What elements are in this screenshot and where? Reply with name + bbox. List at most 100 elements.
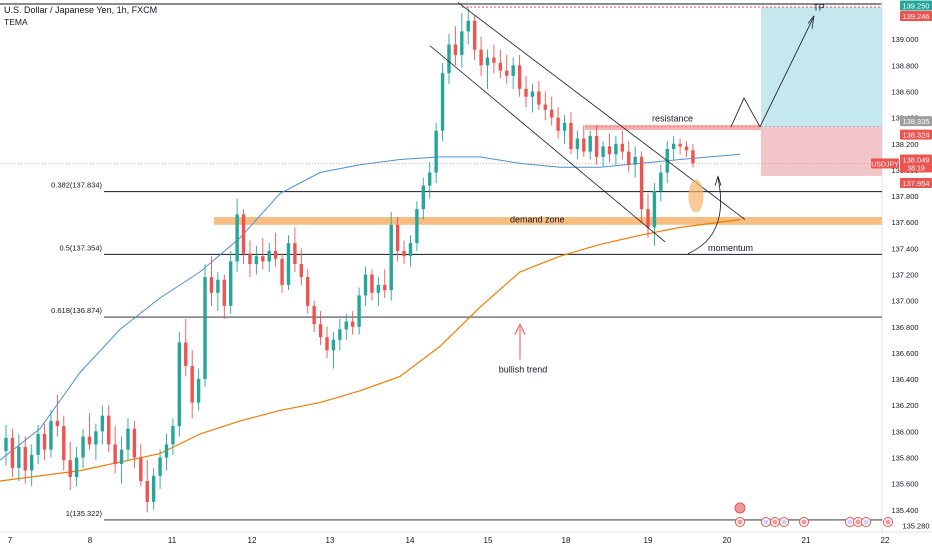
candle-body	[395, 224, 400, 251]
candle	[402, 240, 406, 265]
event-marker[interactable]	[883, 517, 893, 527]
event-marker[interactable]	[770, 517, 780, 527]
candle	[209, 256, 214, 306]
price-tag-r2: 138.324	[900, 129, 932, 140]
fib-label: 1(135.322)	[66, 509, 103, 518]
indicator-name: TEMA	[4, 17, 28, 27]
event-marker[interactable]	[735, 517, 745, 527]
candle	[49, 410, 53, 458]
symbol-tag-text: USDJPY	[871, 162, 899, 169]
candle	[248, 240, 252, 278]
candle-body	[74, 457, 79, 478]
time-tick-label[interactable]: 18	[562, 536, 571, 545]
candle-body	[196, 379, 201, 403]
candle-body	[299, 264, 304, 278]
candle-body	[293, 243, 297, 265]
price-tick-label[interactable]: 137.200	[891, 270, 918, 279]
candle-body	[261, 256, 265, 262]
price-tick-label[interactable]: 138.600	[891, 87, 918, 96]
candle	[107, 405, 111, 453]
candle-body	[248, 253, 252, 265]
price-tick-label[interactable]: 139.000	[891, 35, 918, 44]
price-tick-label[interactable]: 136.000	[891, 427, 918, 436]
candle-body	[383, 284, 387, 291]
time-tick-label[interactable]: 21	[802, 536, 811, 545]
candle-body	[524, 88, 528, 97]
price-tick-label[interactable]: 136.800	[891, 323, 918, 332]
candle-body	[254, 256, 259, 265]
candle-body	[94, 431, 98, 445]
time-tick-label[interactable]: 8	[88, 536, 93, 545]
candle	[62, 415, 66, 471]
candle-body	[620, 143, 625, 152]
price-tick-label[interactable]: 135.400	[891, 506, 918, 515]
candle	[588, 130, 592, 160]
price-tick-label[interactable]: 137.600	[891, 218, 918, 227]
candle-body	[415, 209, 419, 244]
candle-body	[543, 104, 547, 110]
price-tick-label[interactable]: 138.800	[891, 61, 918, 70]
price-tag-text: 138.049	[902, 156, 929, 165]
candle	[408, 235, 413, 267]
time-tick-label[interactable]: 12	[248, 536, 257, 545]
time-tick-label[interactable]: 13	[326, 536, 335, 545]
candle-body	[241, 214, 246, 254]
event-markers[interactable]	[734, 502, 893, 527]
price-tick-label[interactable]: 137.000	[891, 297, 918, 306]
candle	[113, 426, 117, 474]
time-axis[interactable]: 7 8 11 12 13 14 15 18 19 20 21 22	[8, 536, 890, 545]
candle-body	[530, 91, 535, 97]
candle-body	[350, 321, 355, 327]
candle	[222, 274, 226, 319]
price-tick-label[interactable]: 136.600	[891, 349, 918, 358]
event-marker[interactable]	[734, 502, 746, 514]
candle	[139, 444, 143, 487]
price-tick-label[interactable]: 135.600	[891, 480, 918, 489]
candle	[4, 424, 8, 466]
event-marker[interactable]	[779, 517, 789, 527]
event-marker[interactable]	[799, 517, 809, 527]
price-tick-label[interactable]: 138.200	[891, 140, 918, 149]
candle-body	[42, 433, 47, 450]
price-tag-bg	[900, 116, 932, 127]
event-marker[interactable]	[761, 517, 771, 527]
time-tick-label[interactable]: 20	[723, 536, 732, 545]
price-tick-label[interactable]: 136.400	[891, 375, 918, 384]
candle-body	[691, 150, 695, 164]
time-tick-label[interactable]: 14	[406, 536, 415, 545]
candle	[10, 428, 15, 478]
candle	[428, 162, 432, 199]
candle	[293, 227, 297, 272]
candle	[472, 15, 477, 61]
candle	[691, 143, 695, 168]
candle	[678, 138, 682, 155]
candle-body	[485, 57, 490, 66]
price-tick-label[interactable]: 137.400	[891, 244, 918, 253]
time-tick-label[interactable]: 15	[484, 536, 493, 545]
price-tick-label[interactable]: 135.800	[891, 453, 918, 462]
event-marker[interactable]	[853, 517, 863, 527]
candle	[312, 300, 316, 333]
time-tick-label[interactable]: 22	[881, 536, 890, 545]
time-tick-label[interactable]: 11	[168, 536, 177, 545]
event-marker[interactable]	[845, 517, 855, 527]
candle-body	[273, 250, 278, 259]
price-axis[interactable]: 139.000138.800138.600138.400138.200138.0…	[871, 0, 932, 531]
candle	[344, 313, 348, 340]
candle-body	[222, 279, 226, 306]
time-tick-label[interactable]: 7	[8, 536, 13, 545]
candle	[299, 248, 304, 285]
event-marker[interactable]	[861, 517, 871, 527]
candle	[306, 269, 310, 314]
time-tick-label[interactable]: 19	[644, 536, 653, 545]
price-tag-bg	[900, 154, 932, 173]
candle	[582, 125, 586, 157]
price-tick-label[interactable]: 137.800	[891, 192, 918, 201]
flag-dot-icon	[781, 519, 787, 525]
candle	[607, 133, 612, 163]
price-tick-label[interactable]: 136.200	[891, 401, 918, 410]
price-tag-stop: 137.954	[900, 177, 932, 188]
flag-dot-icon	[763, 519, 769, 525]
